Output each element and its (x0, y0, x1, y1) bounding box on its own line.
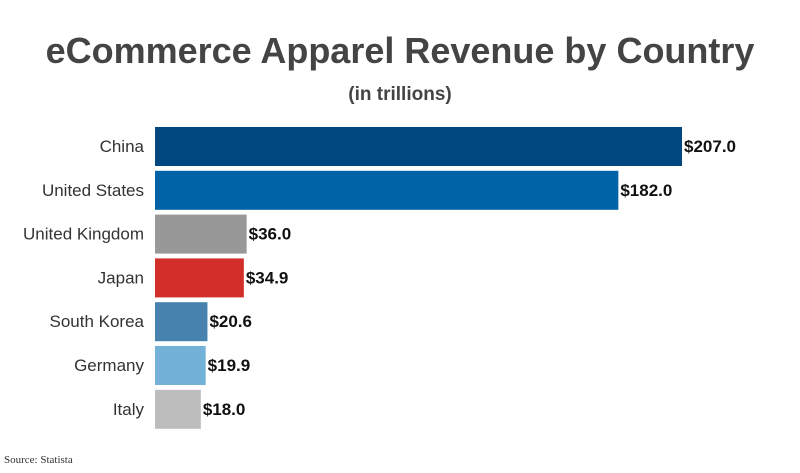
bars-layer: $207.0 $182.0 $36.0 $34.9 $20.6 $19.9 $18.0 (155, 127, 736, 429)
bar (155, 214, 247, 254)
category-label: United States (42, 181, 144, 200)
chart-title: eCommerce Apparel Revenue by Country (45, 30, 755, 71)
source-note: Source: Statista (4, 454, 73, 466)
bar (155, 302, 208, 342)
chart-subtitle: (in trillions) (348, 84, 452, 105)
axis-layer: China United States United Kingdom Japan Sou… (23, 137, 145, 419)
category-label: Japan (98, 268, 144, 287)
category-label: Germany (74, 356, 144, 375)
value-label: $36.0 (249, 225, 292, 244)
bar (155, 346, 206, 385)
category-label: Italy (113, 400, 145, 419)
value-label: $20.6 (209, 312, 252, 331)
category-label: China (100, 137, 145, 156)
bar (155, 258, 244, 298)
bar (155, 127, 682, 166)
value-label: $19.9 (208, 356, 251, 375)
value-label: $18.0 (203, 400, 246, 419)
category-label: United Kingdom (23, 225, 144, 244)
bar (155, 389, 201, 429)
value-label: $207.0 (684, 137, 736, 156)
category-label: South Korea (49, 312, 144, 331)
value-label: $34.9 (246, 268, 289, 287)
value-label: $182.0 (620, 181, 672, 200)
bar (155, 170, 619, 210)
